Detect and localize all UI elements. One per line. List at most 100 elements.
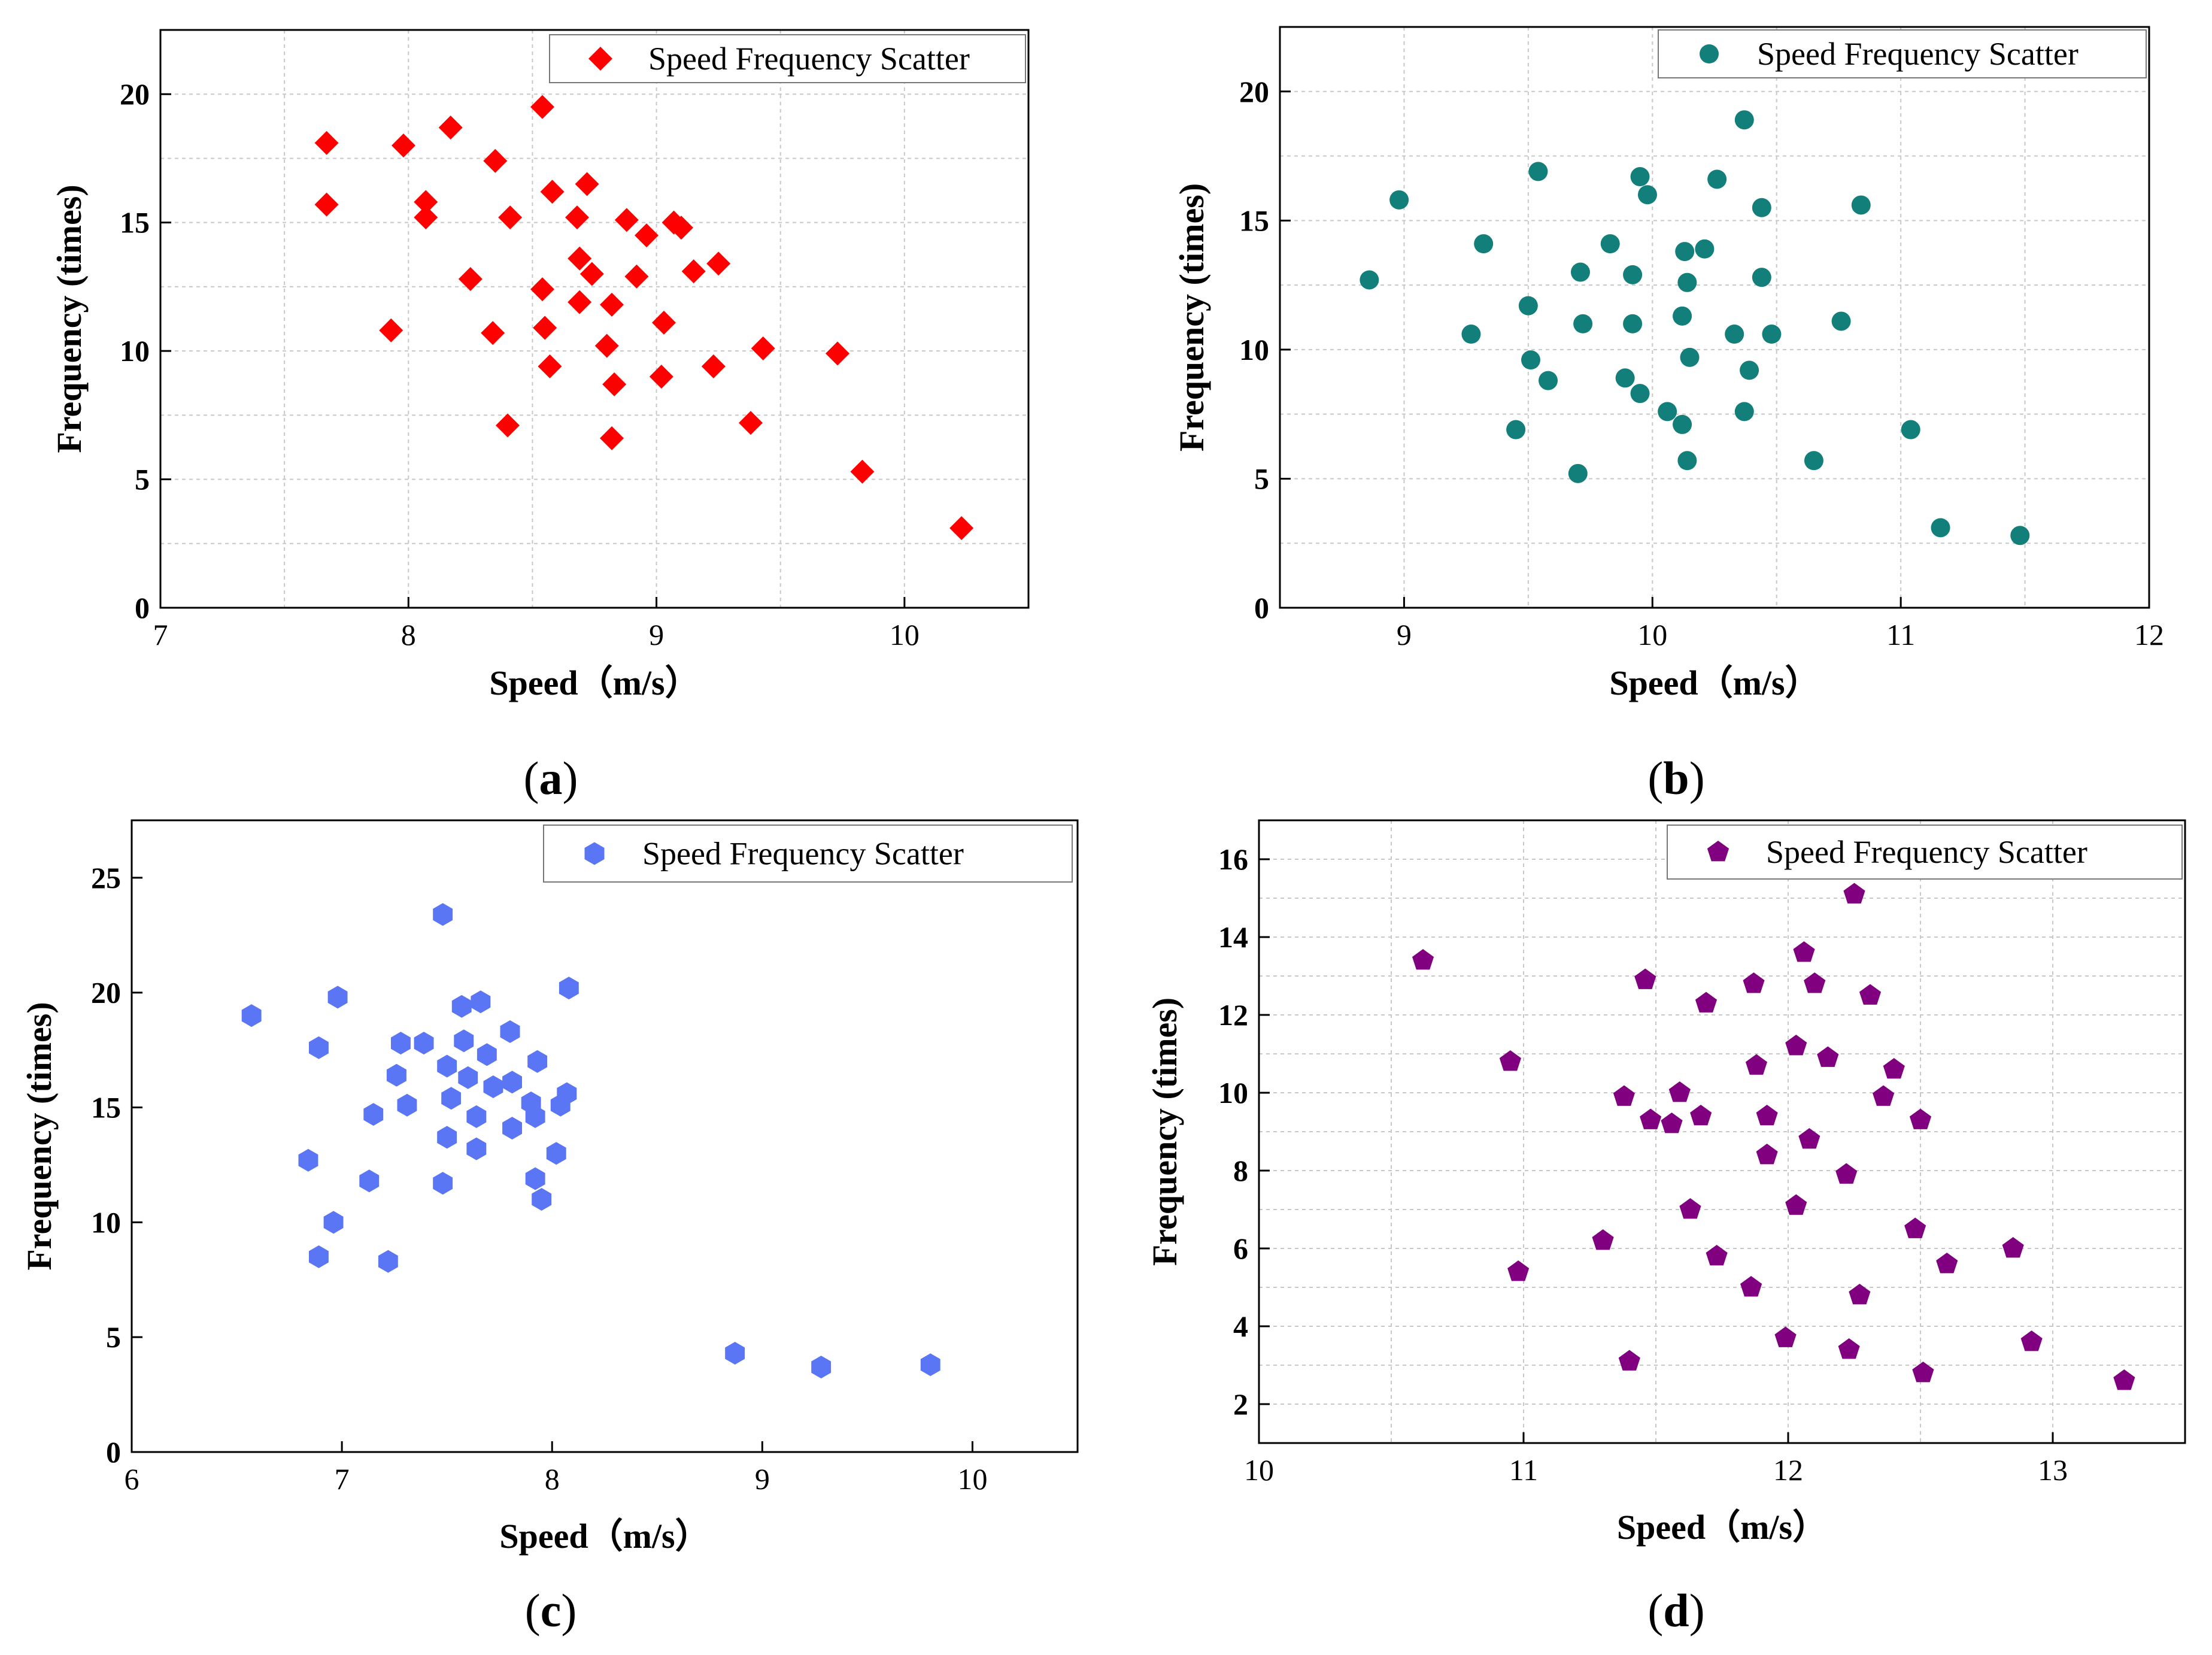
x-tick-label: 10: [890, 618, 920, 651]
data-point: [1831, 311, 1851, 331]
data-point: [2113, 1369, 2135, 1390]
data-point: [614, 208, 639, 232]
data-point: [378, 1250, 398, 1273]
x-tick-label: 8: [401, 618, 416, 651]
data-point: [327, 986, 348, 1009]
data-point: [575, 172, 599, 196]
data-point: [826, 341, 849, 366]
data-point: [739, 411, 763, 435]
data-point: [811, 1356, 832, 1379]
scatter-points: [1412, 883, 2135, 1390]
data-point: [1774, 1326, 1797, 1347]
plot-frame: [131, 819, 1079, 1453]
data-point: [438, 115, 463, 140]
y-axis-label: Frequency (times): [20, 1002, 59, 1270]
y-tick-label: 10: [120, 334, 150, 368]
x-tick-label: 6: [125, 1462, 139, 1496]
data-point: [1695, 239, 1715, 259]
data-point: [359, 1169, 380, 1193]
data-point: [1637, 185, 1657, 205]
data-point: [391, 1032, 411, 1055]
data-point: [392, 134, 415, 157]
data-point: [1623, 265, 1643, 284]
data-point: [579, 262, 604, 286]
data-point: [1695, 992, 1718, 1013]
legend: Speed Frequency Scatter: [1658, 29, 2147, 78]
data-point: [725, 1342, 745, 1365]
data-point: [1679, 1198, 1701, 1219]
data-point: [466, 1105, 487, 1128]
x-tick-label: 9: [1397, 618, 1412, 651]
scatter-points: [314, 95, 974, 541]
y-tick-label: 16: [1218, 842, 1248, 876]
data-point: [1883, 1058, 1905, 1079]
y-tick-label: 0: [106, 1435, 121, 1469]
x-tick-label: 12: [2134, 618, 2164, 651]
y-axis-label: Frequency (times): [50, 184, 89, 453]
data-point: [309, 1245, 329, 1268]
data-point: [532, 1188, 552, 1211]
data-point: [414, 205, 438, 230]
data-point: [1706, 1245, 1728, 1266]
y-tick-label: 25: [91, 861, 121, 895]
y-tick-label: 15: [91, 1091, 121, 1124]
legend-marker: [1707, 841, 1729, 862]
scatter-points: [1360, 110, 2030, 545]
data-point: [1931, 518, 1950, 538]
data-point: [1499, 1050, 1521, 1071]
data-point: [600, 292, 624, 317]
x-axis-label: Speed（m/s）: [499, 1517, 709, 1556]
data-point: [1521, 350, 1541, 370]
data-point: [1793, 941, 1815, 962]
data-point: [1528, 162, 1548, 181]
data-point: [454, 1029, 474, 1053]
data-point: [1904, 1217, 1926, 1238]
data-point: [1506, 420, 1526, 439]
data-point: [701, 354, 726, 378]
data-point: [635, 223, 659, 248]
scatter-points: [241, 903, 940, 1379]
data-point: [1600, 234, 1620, 254]
data-point: [1804, 972, 1826, 993]
data-point: [1740, 360, 1759, 380]
data-point: [1762, 325, 1782, 344]
data-point: [323, 1211, 344, 1234]
data-point: [525, 1167, 545, 1190]
y-tick-label: 2: [1233, 1387, 1248, 1421]
data-point: [527, 1050, 548, 1073]
data-point: [1677, 451, 1697, 471]
data-point: [2010, 526, 2030, 545]
data-point: [1690, 1105, 1712, 1126]
caption-c: (c): [524, 1584, 577, 1636]
y-tick-label: 15: [120, 206, 150, 240]
data-point: [496, 413, 520, 438]
data-point: [458, 267, 483, 292]
data-point: [1675, 242, 1695, 262]
y-tick-label: 0: [135, 591, 150, 625]
chart-c: 6 7 8 9 10 0 5 10 15 20 25 Speed（m/s） Frequency (tim…: [20, 819, 1079, 1556]
data-point: [533, 316, 557, 340]
data-point: [949, 516, 974, 541]
x-axis-label: Speed（m/s）: [489, 663, 699, 702]
data-point: [652, 310, 676, 335]
data-point: [397, 1093, 417, 1117]
gridlines: [160, 30, 1028, 608]
data-point: [530, 277, 554, 302]
data-point: [568, 246, 592, 271]
data-point: [1461, 325, 1481, 344]
data-point: [1474, 234, 1494, 254]
data-point: [1785, 1194, 1807, 1215]
data-point: [1570, 262, 1590, 282]
data-point: [363, 1103, 384, 1126]
data-point: [1507, 1260, 1530, 1281]
data-point: [1539, 371, 1558, 390]
data-point: [920, 1353, 940, 1377]
data-point: [525, 1105, 545, 1128]
data-point: [1568, 463, 1588, 483]
data-point: [1615, 368, 1635, 388]
data-point: [1623, 314, 1643, 334]
data-point: [1734, 110, 1754, 130]
data-point: [2002, 1237, 2024, 1258]
data-point: [477, 1043, 497, 1066]
